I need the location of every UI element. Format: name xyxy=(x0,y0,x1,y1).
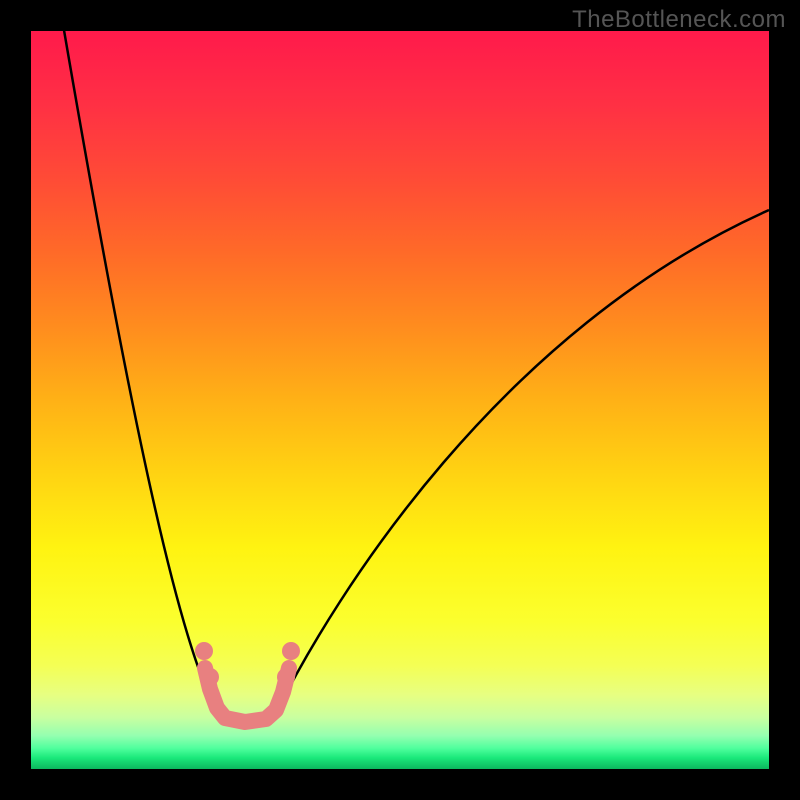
bottleneck-chart xyxy=(0,0,800,800)
watermark-text: TheBottleneck.com xyxy=(572,6,786,34)
gradient-background xyxy=(31,31,769,769)
